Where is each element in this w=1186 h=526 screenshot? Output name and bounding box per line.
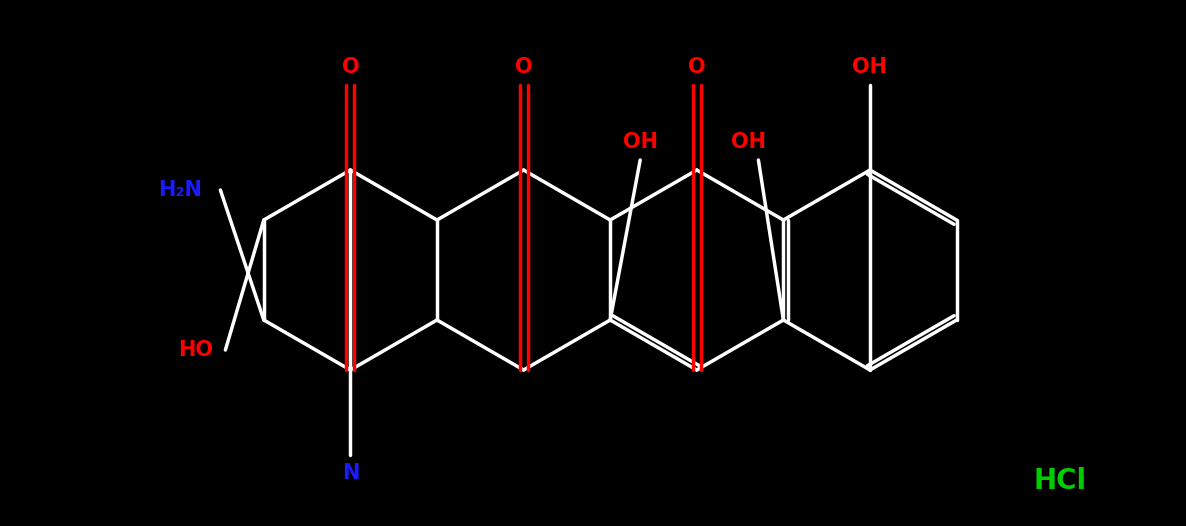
Text: O: O [688,57,706,77]
Text: OH: OH [853,57,887,77]
Text: N: N [342,463,359,483]
Text: OH: OH [731,132,766,152]
Text: HO: HO [178,340,213,360]
Text: HCl: HCl [1033,467,1086,495]
Text: O: O [342,57,359,77]
Text: H₂N: H₂N [159,180,203,200]
Text: OH: OH [623,132,658,152]
Text: O: O [515,57,533,77]
